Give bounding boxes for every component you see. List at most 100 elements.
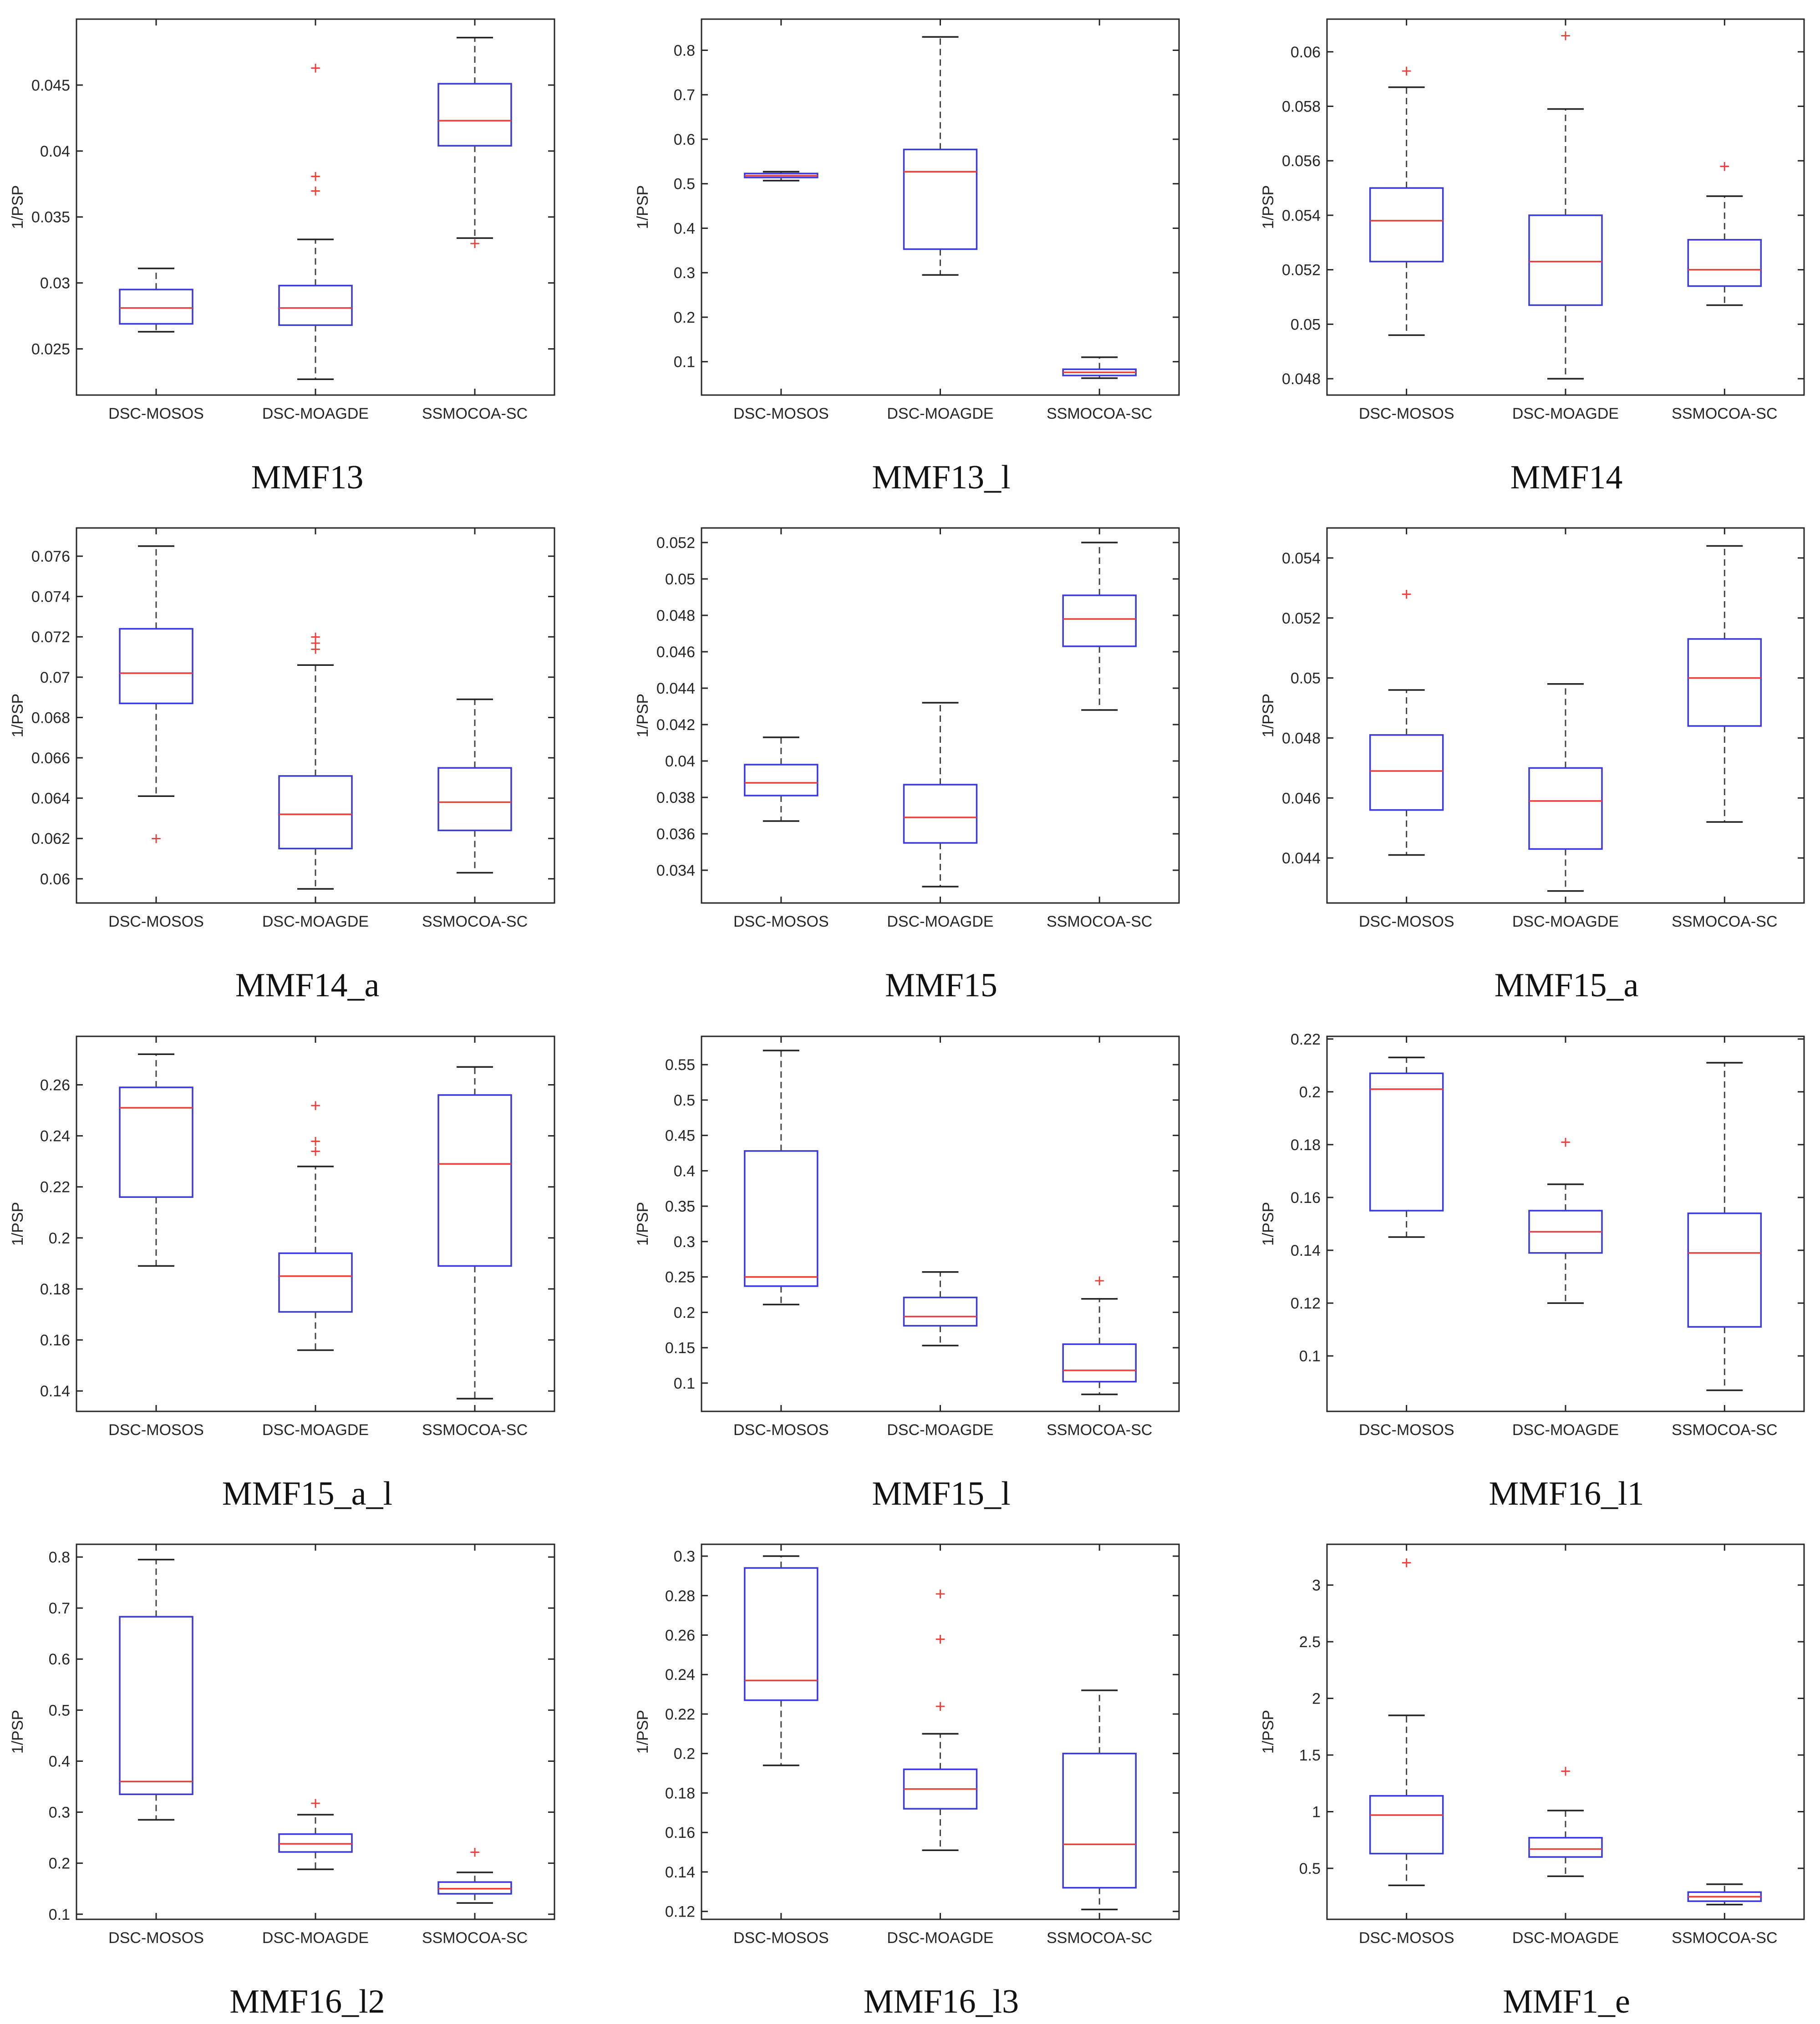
interquartile-box (119, 289, 193, 325)
chart-mmf15-a-l: 0.14 0.16 0.18 0.2 0.22 0.24 0.26 1/PSP DSC-MOSO… (9, 1035, 555, 1512)
box-dsc-mosos (744, 171, 818, 182)
y-tick-label: 0.3 (674, 264, 695, 282)
y-tick-label: 0.074 (31, 588, 70, 606)
x-category-label: DSC-MOSOS (108, 1929, 204, 1947)
x-category-label: SSMOCOA-SC (422, 405, 528, 422)
y-tick-label: 0.048 (1282, 730, 1321, 747)
interquartile-box (119, 1086, 193, 1198)
y-axis-label: 1/PSP (1260, 1710, 1277, 1754)
box-ssmocoa-sc: + (1062, 1271, 1137, 1395)
box-dsc-moagde (1528, 683, 1603, 892)
x-category-label: DSC-MOAGDE (1512, 1929, 1619, 1947)
y-tick-label: 0.058 (1282, 98, 1321, 116)
interquartile-box (744, 764, 818, 796)
x-category-label: DSC-MOAGDE (887, 1421, 993, 1439)
y-tick-label: 0.24 (40, 1128, 70, 1145)
y-tick-label: 0.2 (49, 1230, 70, 1247)
y-tick-label: 0.046 (1282, 790, 1321, 807)
y-tick-label: 0.26 (40, 1077, 70, 1094)
outlier-marker: + (1560, 1132, 1571, 1152)
y-tick-label: 2.5 (1299, 1633, 1321, 1651)
interquartile-box (903, 1296, 978, 1327)
x-category-label: DSC-MOAGDE (887, 405, 993, 422)
y-tick-label: 0.24 (665, 1666, 695, 1684)
chart-mmf15: 0.034 0.036 0.038 0.04 0.042 0.044 0.046 0.048 0… (634, 527, 1180, 1004)
y-tick-label: 0.048 (656, 607, 695, 624)
y-tick-label: 0.04 (40, 143, 70, 160)
x-category-label: SSMOCOA-SC (1672, 913, 1777, 930)
plot-area-frame (76, 527, 555, 904)
box-dsc-mosos: + (1369, 1553, 1444, 1887)
x-category-label: DSC-MOSOS (108, 1421, 204, 1439)
y-tick-label: 0.064 (31, 790, 70, 807)
y-tick-label: 0.16 (665, 1824, 695, 1841)
box-ssmocoa-sc (437, 698, 512, 874)
y-tick-label: 0.5 (674, 176, 695, 193)
y-tick-label: 0.5 (674, 1092, 695, 1109)
y-tick-label: 0.034 (656, 862, 695, 879)
chart-caption: MMF14_a (235, 967, 380, 1004)
y-axis-label: 1/PSP (634, 1202, 651, 1246)
y-tick-label: 0.1 (49, 1906, 70, 1923)
chart-caption: MMF16_l1 (1489, 1475, 1644, 1512)
y-tick-label: 0.06 (1291, 44, 1321, 61)
interquartile-box (1062, 1752, 1137, 1889)
plot-area-frame (701, 1035, 1180, 1412)
y-tick-label: 1.5 (1299, 1747, 1321, 1764)
y-tick-label: 0.12 (665, 1903, 695, 1921)
y-tick-label: 0.1 (1299, 1348, 1321, 1365)
box-ssmocoa-sc (1687, 1062, 1762, 1391)
y-tick-label: 0.18 (1291, 1136, 1321, 1154)
chart-caption: MMF15 (885, 967, 997, 1004)
x-category-label: DSC-MOAGDE (1512, 913, 1619, 930)
box-dsc-moagde: + (1528, 26, 1603, 380)
interquartile-box (1687, 239, 1762, 287)
x-category-label: DSC-MOSOS (1359, 913, 1454, 930)
box-dsc-mosos (744, 736, 818, 822)
y-tick-label: 0.1 (674, 354, 695, 371)
y-tick-label: 0.068 (31, 709, 70, 726)
interquartile-box (1687, 638, 1762, 727)
y-tick-label: 0.06 (40, 871, 70, 888)
interquartile-box (437, 767, 512, 832)
y-tick-label: 0.054 (1282, 207, 1321, 224)
outlier-marker: + (1094, 1271, 1104, 1291)
box-dsc-mosos (744, 1555, 818, 1766)
y-axis-label: 1/PSP (1260, 694, 1277, 737)
box-dsc-moagde (903, 702, 978, 888)
y-tick-label: 0.025 (31, 341, 70, 358)
x-category-label: SSMOCOA-SC (1672, 405, 1777, 422)
y-tick-label: 0.18 (40, 1281, 70, 1298)
chart-mmf14: 0.048 0.05 0.052 0.054 0.056 0.058 0.06 1/PSP DS… (1260, 18, 1805, 496)
box-dsc-mosos (1369, 1056, 1444, 1238)
y-axis-label: 1/PSP (9, 694, 26, 737)
y-tick-label: 0.22 (665, 1706, 695, 1723)
interquartile-box (903, 784, 978, 844)
y-tick-label: 0.04 (665, 753, 695, 770)
y-tick-label: 1 (1312, 1804, 1321, 1821)
chart-caption: MMF14 (1510, 459, 1623, 496)
y-axis-label: 1/PSP (9, 1710, 26, 1754)
chart-mmf15-l: 0.1 0.15 0.2 0.25 0.3 0.35 0.4 0.45 0.5 0.55 1/PSP… (634, 1035, 1180, 1512)
y-tick-label: 0.2 (1299, 1084, 1321, 1101)
y-tick-label: 0.044 (656, 680, 695, 697)
box-dsc-moagde (903, 1271, 978, 1347)
y-tick-label: 0.1 (674, 1375, 695, 1392)
box-dsc-mosos (744, 1050, 818, 1305)
x-category-label: DSC-MOAGDE (1512, 405, 1619, 422)
y-tick-label: 0.046 (656, 644, 695, 661)
outlier-marker: + (151, 829, 161, 849)
interquartile-box (278, 775, 353, 850)
outlier-marker: + (310, 1131, 320, 1151)
y-tick-label: 0.2 (674, 309, 695, 326)
outlier-marker: + (310, 167, 320, 187)
chart-caption: MMF15_l (872, 1475, 1010, 1512)
x-category-label: DSC-MOSOS (1359, 1929, 1454, 1947)
outlier-marker: + (1401, 584, 1412, 604)
x-category-label: DSC-MOSOS (733, 1929, 829, 1947)
x-category-label: SSMOCOA-SC (1047, 1421, 1152, 1439)
x-category-label: SSMOCOA-SC (1672, 1421, 1777, 1439)
y-axis-label: 1/PSP (1260, 185, 1277, 229)
y-tick-label: 0.16 (40, 1332, 70, 1349)
x-category-label: DSC-MOAGDE (262, 1421, 369, 1439)
